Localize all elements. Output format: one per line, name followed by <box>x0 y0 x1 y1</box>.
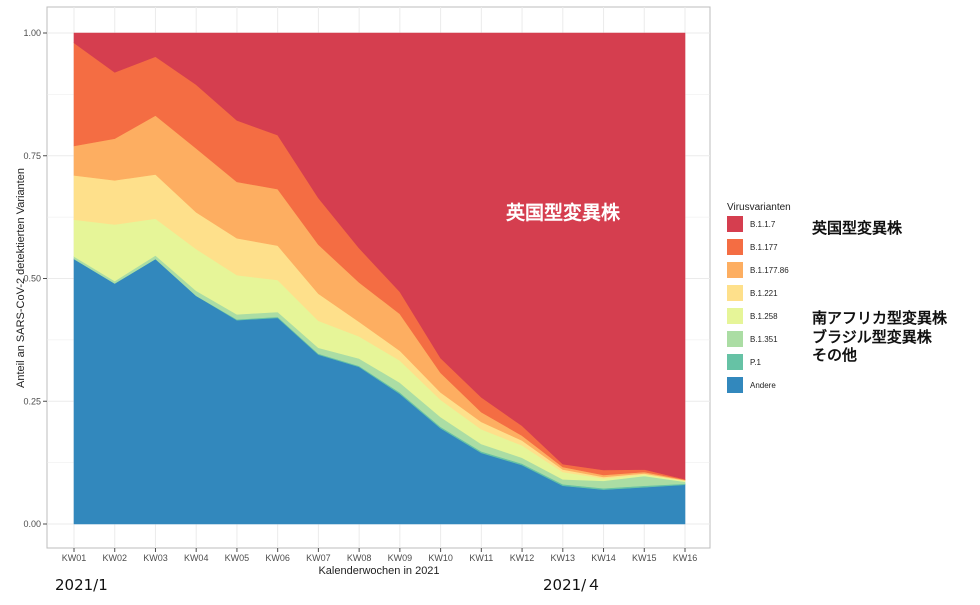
x-tick-label: KW12 <box>510 553 535 563</box>
legend-label-andere: Andere <box>750 381 776 390</box>
x-tick-label: KW08 <box>347 553 372 563</box>
area-layers <box>74 33 685 524</box>
x-tick-label: KW15 <box>632 553 657 563</box>
x-axis-title: Kalenderwochen in 2021 <box>318 565 439 577</box>
legend-swatch-b-1-177 <box>727 239 743 255</box>
legend-label-b-1-177: B.1.177 <box>750 243 778 252</box>
x-tick-label: KW01 <box>62 553 87 563</box>
x-tick-label: KW06 <box>265 553 290 563</box>
annotation-south-africa-variant: 南アフリカ型変異株 <box>812 309 948 327</box>
legend-label-b-1-221: B.1.221 <box>750 289 778 298</box>
legend-label-b-1-351: B.1.351 <box>750 335 778 344</box>
y-tick-label: 0.25 <box>23 396 41 406</box>
x-tick-label: KW16 <box>673 553 698 563</box>
x-tick-label: KW11 <box>469 553 493 563</box>
x-tick-label: KW07 <box>306 553 331 563</box>
x-tick-label: KW04 <box>184 553 209 563</box>
y-axis-title: Anteil an SARS-CoV-2 detektierten Varian… <box>15 168 27 388</box>
annotation-uk-variant: 英国型変異株 <box>812 219 903 237</box>
y-tick-label: 0.75 <box>23 151 41 161</box>
annotation-inside-uk-variant: 英国型変異株 <box>506 201 621 224</box>
legend-title: Virusvarianten <box>727 202 791 213</box>
legend-label-b-1-1-7: B.1.1.7 <box>750 220 776 229</box>
x-tick-label: KW10 <box>428 553 453 563</box>
legend-swatch-b-1-221 <box>727 285 743 301</box>
y-tick-label: 1.00 <box>23 28 41 38</box>
legend-swatch-b-1-351 <box>727 331 743 347</box>
x-tick-label: KW09 <box>388 553 413 563</box>
legend-swatch-andere <box>727 377 743 393</box>
legend-swatch-b-1-258 <box>727 308 743 324</box>
x-tick-label: KW14 <box>591 553 616 563</box>
x-tick-label: KW13 <box>551 553 576 563</box>
legend-swatch-b-1-177-86 <box>727 262 743 278</box>
date-end-note: 2021/４ <box>543 576 601 594</box>
legend-swatch-p-1 <box>727 354 743 370</box>
annotation-brazil-variant: ブラジル型変異株 <box>812 328 933 346</box>
x-tick-label: KW02 <box>102 553 127 563</box>
date-start-note: 2021/1 <box>55 576 108 594</box>
y-tick-label: 0.00 <box>23 519 41 529</box>
x-tick-label: KW05 <box>225 553 250 563</box>
x-tick-label: KW03 <box>143 553 168 563</box>
legend-label-b-1-258: B.1.258 <box>750 312 778 321</box>
legend-label-b-1-177-86: B.1.177.86 <box>750 266 789 275</box>
annotation-other: その他 <box>812 346 857 364</box>
legend-swatch-b-1-1-7 <box>727 216 743 232</box>
legend-label-p-1: P.1 <box>750 358 762 367</box>
